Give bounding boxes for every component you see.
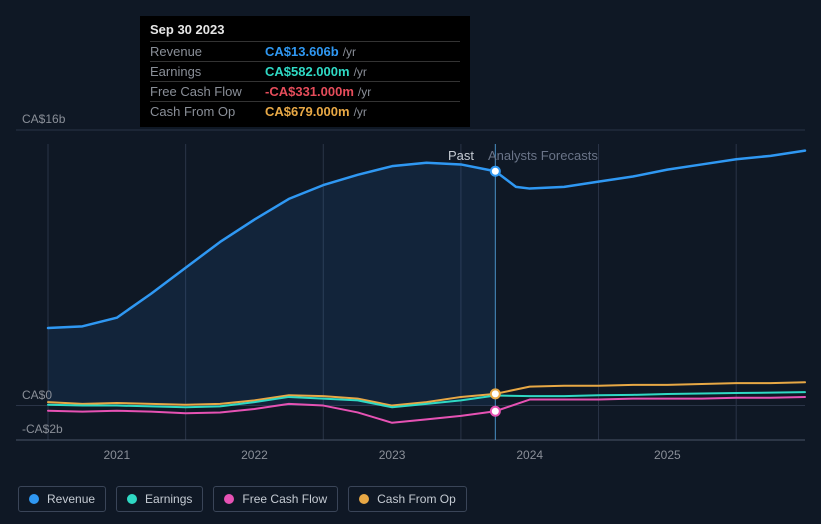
tooltip-metric-value: CA$582.000m [265,64,350,79]
legend-swatch-icon [359,494,369,504]
x-axis-label: 2021 [103,448,130,462]
chart-legend: Revenue Earnings Free Cash Flow Cash From O… [18,486,467,512]
legend-item[interactable]: Free Cash Flow [213,486,338,512]
x-axis-label: 2025 [654,448,681,462]
y-axis-label: CA$16b [22,112,65,126]
y-axis-label: CA$0 [22,388,52,402]
legend-item[interactable]: Revenue [18,486,106,512]
legend-label: Revenue [47,492,95,506]
tooltip-metric-value: CA$679.000m [265,104,350,119]
legend-label: Earnings [145,492,192,506]
tooltip-row: Cash From OpCA$679.000m/yr [150,101,460,121]
tooltip-unit: /yr [358,85,371,99]
x-axis-label: 2023 [379,448,406,462]
tooltip-metric-label: Revenue [150,44,265,59]
x-axis-label: 2022 [241,448,268,462]
legend-swatch-icon [224,494,234,504]
chart-tooltip: Sep 30 2023 RevenueCA$13.606b/yrEarnings… [140,16,470,127]
tooltip-metric-value: CA$13.606b [265,44,339,59]
tooltip-row: EarningsCA$582.000m/yr [150,61,460,81]
tooltip-date: Sep 30 2023 [150,22,460,41]
x-axis-label: 2024 [516,448,543,462]
tooltip-row: RevenueCA$13.606b/yr [150,41,460,61]
legend-swatch-icon [127,494,137,504]
legend-item[interactable]: Cash From Op [348,486,467,512]
tooltip-unit: /yr [354,105,367,119]
tooltip-unit: /yr [343,45,356,59]
y-axis-label: -CA$2b [22,422,63,436]
tooltip-metric-label: Free Cash Flow [150,84,265,99]
tooltip-row: Free Cash Flow-CA$331.000m/yr [150,81,460,101]
legend-label: Free Cash Flow [242,492,327,506]
past-label: Past [448,148,474,163]
legend-swatch-icon [29,494,39,504]
forecast-label: Analysts Forecasts [488,148,598,163]
financial-chart: Past Analysts Forecasts Sep 30 2023 Reve… [0,0,821,524]
tooltip-metric-label: Cash From Op [150,104,265,119]
legend-label: Cash From Op [377,492,456,506]
tooltip-unit: /yr [354,65,367,79]
tooltip-metric-value: -CA$331.000m [265,84,354,99]
legend-item[interactable]: Earnings [116,486,203,512]
tooltip-metric-label: Earnings [150,64,265,79]
